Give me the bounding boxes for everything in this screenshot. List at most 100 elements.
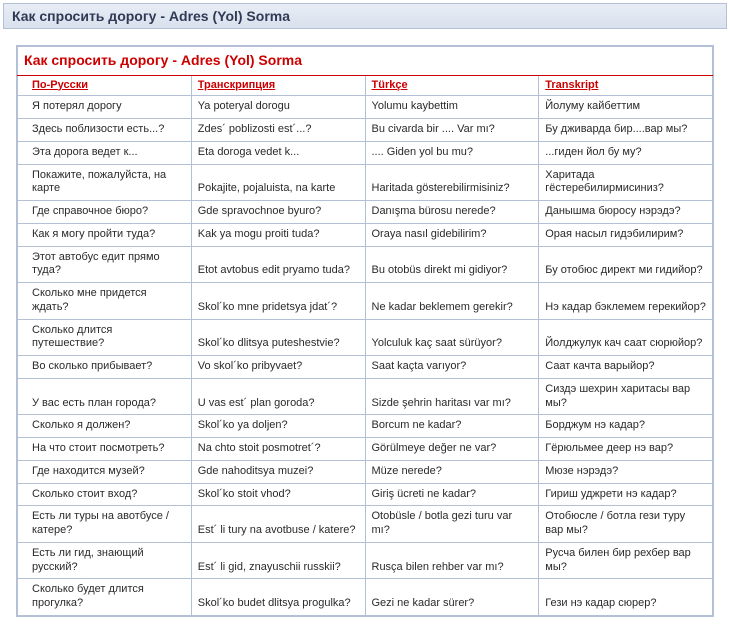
table-cell: Этот автобус едит прямо туда? — [18, 246, 192, 283]
table-cell: Oraya nasıl gidebilirim? — [365, 223, 539, 246]
table-cell: Skol´ko dlitsya puteshestvie? — [191, 319, 365, 356]
table-cell: Danışma bürosu nerede? — [365, 201, 539, 224]
page-title: Как спросить дорогу - Adres (Yol) Sorma — [3, 3, 727, 29]
table-row: Сколько мне придется ждать?Skol´ko mne p… — [18, 283, 713, 320]
table-row: Сколько стоит вход?Skol´ko stoit vhod?Gi… — [18, 483, 713, 506]
table-row: На что стоит посмотреть?Na chto stoit po… — [18, 438, 713, 461]
table-cell: Giriş ücreti ne kadar? — [365, 483, 539, 506]
table-container: Как спросить дорогу - Adres (Yol) Sorma … — [16, 45, 714, 617]
table-row: Я потерял дорогуYa poteryal doroguYolumu… — [18, 96, 713, 119]
table-cell: Gde spravochnoe byuro? — [191, 201, 365, 224]
table-cell: Орая насыл гидэбилирим? — [539, 223, 713, 246]
table-cell: Нэ кадар бэклемем герекийор? — [539, 283, 713, 320]
table-cell: ...гиден йол бу му? — [539, 141, 713, 164]
table-cell: Pokajite, pojaluista, na karte — [191, 164, 365, 201]
table-cell: Borcum ne kadar? — [365, 415, 539, 438]
table-cell: Где находится музей? — [18, 460, 192, 483]
table-cell: Эта дорога ведет к... — [18, 141, 192, 164]
table-row: У вас есть план города?U vas est´ plan g… — [18, 378, 713, 415]
table-cell: Харитада гёстеребилирмисиниз? — [539, 164, 713, 201]
table-cell: Гёрюльмее деер нэ вар? — [539, 438, 713, 461]
table-cell: Саат качта варыйор? — [539, 356, 713, 379]
table-cell: Я потерял дорогу — [18, 96, 192, 119]
table-cell: Ne kadar beklemem gerekir? — [365, 283, 539, 320]
table-title: Как спросить дорогу - Adres (Yol) Sorma — [18, 47, 713, 76]
table-cell: U vas est´ plan goroda? — [191, 378, 365, 415]
table-cell: Gezi ne kadar sürer? — [365, 579, 539, 616]
table-cell: Est´ li tury na avotbuse / katere? — [191, 506, 365, 543]
table-row: Как я могу пройти туда?Kak ya mogu proit… — [18, 223, 713, 246]
table-cell: Skol´ko mne pridetsya jdat´? — [191, 283, 365, 320]
table-row: Во сколько прибывает?Vo skol´ko pribyvae… — [18, 356, 713, 379]
table-header-row: По-Русски Транскрипция Türkçe Transkript — [18, 75, 713, 96]
table-row: Есть ли туры на авотбусе / катере?Est´ l… — [18, 506, 713, 543]
table-cell: Skol´ko ya doljen? — [191, 415, 365, 438]
table-cell: Rusça bilen rehber var mı? — [365, 542, 539, 579]
table-cell: Русча билен бир рехбер вар мы? — [539, 542, 713, 579]
table-cell: Сколько будет длится прогулка? — [18, 579, 192, 616]
table-cell: Бу дживарда бир....вар мы? — [539, 119, 713, 142]
table-row: Где справочное бюро?Gde spravochnoe byur… — [18, 201, 713, 224]
table-row: Где находится музей?Gde nahoditsya muzei… — [18, 460, 713, 483]
table-row: Эта дорога ведет к...Eta doroga vedet k.… — [18, 141, 713, 164]
table-cell: На что стоит посмотреть? — [18, 438, 192, 461]
table-row: Здесь поблизости есть...?Zdes´ poblizost… — [18, 119, 713, 142]
table-cell: Сколько я должен? — [18, 415, 192, 438]
table-cell: Etot avtobus edit pryamo tuda? — [191, 246, 365, 283]
table-row: Есть ли гид, знающий русский?Est´ li gid… — [18, 542, 713, 579]
table-cell: Ya poteryal dorogu — [191, 96, 365, 119]
table-cell: Сколько стоит вход? — [18, 483, 192, 506]
table-cell: Bu civarda bir .... Var mı? — [365, 119, 539, 142]
table-row: Сколько будет длится прогулка?Skol´ko bu… — [18, 579, 713, 616]
table-cell: .... Giden yol bu mu? — [365, 141, 539, 164]
col-header-turkish: Türkçe — [365, 75, 539, 96]
table-cell: Йолуму кайбеттим — [539, 96, 713, 119]
table-cell: Во сколько прибывает? — [18, 356, 192, 379]
table-cell: Saat kaçta varıyor? — [365, 356, 539, 379]
col-header-transkript: Transkript — [539, 75, 713, 96]
table-cell: Сиздэ шехрин харитасы вар мы? — [539, 378, 713, 415]
table-cell: Bu otobüs direkt mi gidiyor? — [365, 246, 539, 283]
table-cell: Как я могу пройти туда? — [18, 223, 192, 246]
table-cell: Na chto stoit posmotret´? — [191, 438, 365, 461]
table-cell: Борджум нэ кадар? — [539, 415, 713, 438]
table-cell: Haritada gösterebilirmisiniz? — [365, 164, 539, 201]
table-cell: Гириш уджрети нэ кадар? — [539, 483, 713, 506]
col-header-russian: По-Русски — [18, 75, 192, 96]
table-cell: Где справочное бюро? — [18, 201, 192, 224]
col-header-transcription: Транскрипция — [191, 75, 365, 96]
table-cell: Kak ya mogu proiti tuda? — [191, 223, 365, 246]
phrase-table: Как спросить дорогу - Adres (Yol) Sorma … — [17, 46, 713, 616]
table-cell: Сколько длится путешествие? — [18, 319, 192, 356]
table-cell: Otobüsle / botla gezi turu var mı? — [365, 506, 539, 543]
table-row: Покажите, пожалуйста, на картеPokajite, … — [18, 164, 713, 201]
table-cell: Est´ li gid, znayuschii russkii? — [191, 542, 365, 579]
table-row: Сколько длится путешествие?Skol´ko dlits… — [18, 319, 713, 356]
table-cell: Гези нэ кадар сюрер? — [539, 579, 713, 616]
table-cell: Есть ли гид, знающий русский? — [18, 542, 192, 579]
table-cell: Здесь поблизости есть...? — [18, 119, 192, 142]
table-cell: Görülmeye değer ne var? — [365, 438, 539, 461]
table-cell: Vo skol´ko pribyvaet? — [191, 356, 365, 379]
table-cell: Данышма бюросу нэрэдэ? — [539, 201, 713, 224]
table-title-row: Как спросить дорогу - Adres (Yol) Sorma — [18, 47, 713, 76]
table-cell: Yolculuk kaç saat sürüyor? — [365, 319, 539, 356]
table-cell: Gde nahoditsya muzei? — [191, 460, 365, 483]
table-cell: У вас есть план города? — [18, 378, 192, 415]
table-cell: Бу отобюс директ ми гидийор? — [539, 246, 713, 283]
table-cell: Eta doroga vedet k... — [191, 141, 365, 164]
table-cell: Sizde şehrin haritası var mı? — [365, 378, 539, 415]
table-cell: Müze nerede? — [365, 460, 539, 483]
table-cell: Есть ли туры на авотбусе / катере? — [18, 506, 192, 543]
table-cell: Zdes´ poblizosti est´...? — [191, 119, 365, 142]
table-cell: Yolumu kaybettim — [365, 96, 539, 119]
table-cell: Мюзе нэрэдэ? — [539, 460, 713, 483]
table-row: Этот автобус едит прямо туда?Etot avtobu… — [18, 246, 713, 283]
table-cell: Сколько мне придется ждать? — [18, 283, 192, 320]
table-row: Сколько я должен?Skol´ko ya doljen?Borcu… — [18, 415, 713, 438]
table-cell: Покажите, пожалуйста, на карте — [18, 164, 192, 201]
table-cell: Skol´ko stoit vhod? — [191, 483, 365, 506]
table-cell: Отобюсле / ботла гези туру вар мы? — [539, 506, 713, 543]
table-cell: Йолджулук кач саат сюрюйор? — [539, 319, 713, 356]
table-cell: Skol´ko budet dlitsya progulka? — [191, 579, 365, 616]
